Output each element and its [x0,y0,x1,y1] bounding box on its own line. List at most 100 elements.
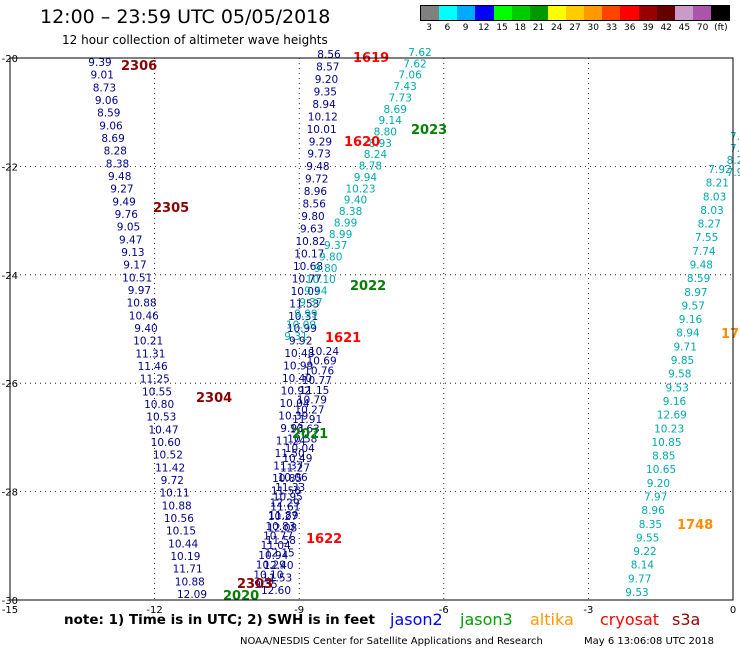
wave-height-value: 8.80 [374,127,397,139]
wave-height-value: 7.06 [398,70,422,82]
pass-id-label: 2020 [223,589,259,604]
x-tick-label: -15 [2,605,18,616]
wave-height-value: 9.31 [284,331,307,343]
wave-height-value: 10.77 [263,531,293,543]
wave-height-value: 10.23 [654,423,684,435]
footer-credit: NOAA/NESDIS Center for Satellite Applica… [240,636,543,647]
footer-timestamp: May 6 13:06:08 UTC 2018 [584,636,714,647]
wave-height-value: 9.17 [123,260,146,272]
wave-height-value: 11.58 [266,535,296,547]
satellite-name-altika: altika [530,610,574,629]
wave-height-value: 8.99 [329,229,352,241]
legend-swatch [638,6,657,20]
wave-height-value: 8.59 [687,273,710,285]
wave-height-value: 8.35 [639,519,662,531]
wave-height-value: 9.77 [628,573,651,585]
wave-height-value: 10.40 [282,373,312,385]
wave-height-value: 8.96 [641,505,665,517]
map-grid [10,58,733,600]
legend-swatch [584,6,603,20]
wave-height-value: 12.69 [657,410,687,422]
legend-label: 15 [496,23,508,33]
wave-height-value: 9.85 [671,355,694,367]
wave-height-value: 8.03 [700,205,723,217]
wave-height-value: 7.73 [389,92,412,104]
wave-height-value: 10.44 [168,538,198,550]
wave-height-value: 10.82 [295,236,325,248]
wave-height-value: 9.37 [324,240,347,252]
wave-height-value: 10.88 [162,500,192,512]
legend-label: 33 [605,23,618,33]
wave-height-value: 10.85 [651,437,681,449]
pass-id-label: 17 [721,327,739,342]
wave-height-value: 11.56 [271,485,301,497]
wave-height-value: 8.03 [703,191,726,203]
wave-height-value: 8.59 [97,108,120,120]
wave-height-value: 8.28 [104,146,127,158]
pass-id-label: 2306 [121,59,157,74]
wave-height-value: 10.46 [129,310,159,322]
wave-height-value: 7.62 [403,58,426,70]
wave-height-value: 10.27 [294,404,324,416]
wave-height-value: 10.10 [253,569,283,581]
wave-height-value: 9.97 [128,285,151,297]
wave-height-value: 8.99 [334,217,357,229]
wave-height-value: 11.53 [262,573,292,585]
wave-height-value: 9.80 [314,263,337,275]
wave-height-value: 9.40 [134,323,157,335]
wave-height-value: 8.56 [317,49,341,61]
wave-height-value: 10.09 [286,320,316,332]
satellite-name-s3a: s3a [672,610,701,629]
wave-height-value: 10.63 [290,424,320,436]
wave-height-value: 9.37 [299,297,322,309]
wave-height-value: 8.21 [706,178,729,190]
wave-height-value: 8.97 [684,287,707,299]
legend-swatch [439,6,458,20]
wave-height-value: 8.57 [316,62,339,74]
pass-id-label: 1748 [677,518,713,533]
legend-swatch [602,6,621,20]
wave-height-value: 9.22 [633,546,656,558]
wave-height-value: 10.77 [292,273,322,285]
wave-height-value: 8.93 [369,138,392,150]
wave-height-value: 11.61 [270,501,300,513]
wave-height-value: 8.73 [93,82,116,94]
wave-height-value: 11.89 [268,510,298,522]
wave-height-value: 12.40 [263,560,293,572]
wave-height-value: 12.08 [267,523,297,535]
legend-swatch [692,6,711,20]
wave-height-value: 9.01 [91,70,114,82]
wave-height-value: 10.21 [133,336,163,348]
wave-height-value: 10.68 [293,261,323,273]
wave-height-value: 9.35 [314,86,337,98]
wave-height-value: 8.38 [106,158,129,170]
pass-id-label: 1621 [325,331,361,346]
wave-height-value: 10.65 [646,464,676,476]
wave-height-value: 10.88 [175,576,205,588]
wave-height-value: 9.35 [254,579,277,591]
wave-height-value: 9.20 [315,74,338,86]
legend-label: (ft) [714,23,728,33]
wave-height-value: 10.29 [256,560,286,572]
wave-height-value: 11.50 [275,448,305,460]
wave-height-value: 9.47 [119,234,142,246]
wave-height-value: 9.39 [88,57,111,69]
wave-height-value: 9.20 [647,478,670,490]
wave-height-value: 10.48 [284,348,314,360]
wave-height-value: 7.62 [408,47,431,59]
legend-swatch [457,6,476,20]
wave-height-value: 8.94 [312,99,336,111]
pass-id-label: 2021 [292,427,328,442]
legend-swatch [529,6,548,20]
wave-height-value: 9.48 [108,171,131,183]
wave-height-value: 10.01 [307,124,337,136]
legend-label: 3 [426,23,432,33]
legend-swatch [511,6,530,20]
wave-height-value: 10.55 [142,386,172,398]
satellite-name-jason2: jason2 [390,610,443,629]
wave-height-value: 10.11 [159,488,189,500]
legend-label: 9 [462,23,469,33]
wave-height-value: 9.55 [636,532,659,544]
wave-height-value: 7.43 [393,81,416,93]
wave-height-value: 9.34 [304,286,328,298]
